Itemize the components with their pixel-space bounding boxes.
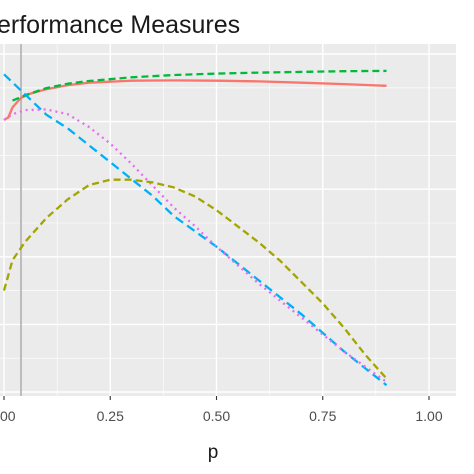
series-group — [2, 69, 388, 387]
series-line-2 — [12, 69, 387, 102]
chart-title: erformance Measures — [0, 11, 240, 39]
series-line-4 — [3, 108, 388, 383]
series-line-5 — [2, 178, 388, 380]
series-line-1 — [3, 79, 387, 121]
x-axis-ticks: 00 0.25 0.50 0.75 1.00 — [0, 396, 443, 424]
grid-lines — [0, 44, 456, 396]
x-tick-label: 00 — [0, 408, 16, 424]
x-tick-label: 1.00 — [415, 408, 442, 424]
x-axis-title: p — [208, 442, 219, 463]
series-line-3 — [3, 73, 388, 387]
x-tick-label: 0.75 — [309, 408, 336, 424]
x-tick-label: 0.25 — [97, 408, 124, 424]
x-tick-label: 0.50 — [203, 408, 230, 424]
